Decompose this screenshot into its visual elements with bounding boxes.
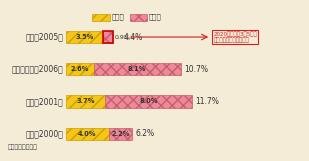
Bar [94, 63, 181, 75]
Bar [66, 95, 105, 108]
Bar [66, 31, 103, 43]
Bar [109, 128, 132, 140]
Text: 施設系: 施設系 [111, 14, 124, 20]
Bar [66, 63, 94, 75]
Bar [130, 14, 147, 21]
Bar [103, 31, 113, 43]
Text: 0.9%: 0.9% [115, 34, 130, 40]
Text: 8.1%: 8.1% [128, 66, 146, 72]
Bar [103, 31, 113, 43]
Text: 3.5%: 3.5% [75, 34, 94, 40]
Text: 米国（2000）: 米国（2000） [25, 129, 63, 138]
Text: 日本（2005）: 日本（2005） [25, 33, 63, 42]
Bar [105, 95, 192, 108]
Text: 英国（2001）: 英国（2001） [26, 97, 63, 106]
Text: 2.2%: 2.2% [111, 131, 130, 137]
Text: 6.2%: 6.2% [136, 129, 155, 138]
Text: 4.0%: 4.0% [78, 131, 96, 137]
Text: デンマーク（2006）: デンマーク（2006） [12, 65, 63, 74]
Text: 10.7%: 10.7% [184, 65, 208, 74]
Text: 3.7%: 3.7% [76, 98, 95, 104]
Bar [92, 14, 110, 21]
Text: 11.7%: 11.7% [195, 97, 219, 106]
Bar [66, 128, 109, 140]
Text: 4.4%: 4.4% [124, 33, 143, 42]
Text: 8.0%: 8.0% [139, 98, 158, 104]
Text: 2020年までに3～5％に
（国土交通省成長戦略）: 2020年までに3～5％に （国土交通省成長戦略） [213, 31, 257, 43]
Text: 資料）国土交通省: 資料）国土交通省 [7, 144, 37, 150]
Text: 2.6%: 2.6% [70, 66, 89, 72]
Text: 住宅系: 住宅系 [149, 14, 162, 20]
